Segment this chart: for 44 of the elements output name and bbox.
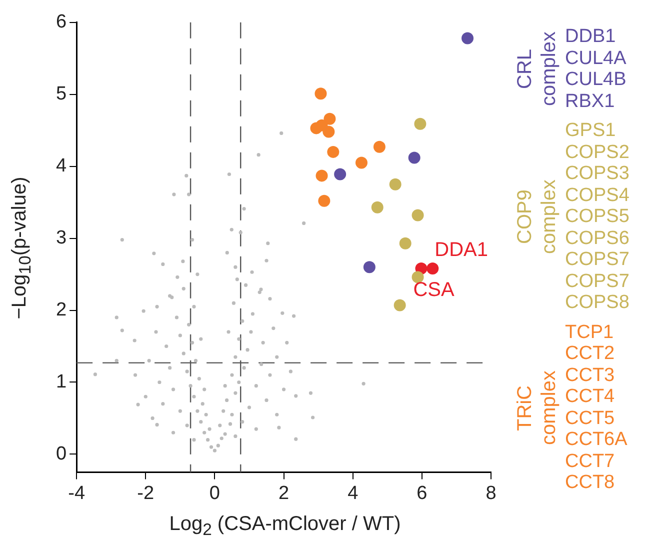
point: [412, 271, 424, 284]
point: [316, 170, 328, 182]
y-tick-label: 1: [56, 371, 67, 392]
x-tick-label: 2: [278, 482, 290, 504]
text: TCP1 CCT2 CCT3 CCT4 CCT5 CCT6A CCT7 CCT8: [565, 322, 628, 494]
point: [389, 178, 402, 190]
y-tick-label: 3: [56, 228, 67, 249]
point: [373, 140, 386, 153]
y-tick-label: 6: [56, 12, 67, 33]
point: [322, 126, 335, 138]
x-tick-label: 4: [348, 482, 359, 504]
text: GPS1 COPS2 COPS3 COPS4 COPS5 COPS6 COPS7 COPS7 COPS8: [565, 120, 630, 313]
point: [394, 299, 406, 312]
point: [408, 152, 420, 164]
x-tick-label: 8: [486, 482, 496, 504]
x-tick-label: -4: [68, 482, 86, 504]
point: [310, 122, 322, 134]
point: [324, 112, 336, 125]
point: [426, 262, 439, 275]
x-tick-label: 6: [416, 482, 428, 504]
point: [334, 168, 346, 180]
point: [399, 237, 412, 250]
text: CRL complex: [513, 30, 561, 108]
point: [363, 261, 376, 274]
point: [412, 209, 424, 222]
text: COP9 complex: [513, 178, 561, 256]
y-tick-label: 5: [56, 84, 67, 105]
x-tick-label: 0: [209, 482, 220, 504]
y-tick-label: 4: [56, 156, 67, 177]
point: [327, 146, 340, 158]
point: [462, 32, 474, 44]
x-axis-title: Log$_{2}$ (CSA-mClover / WT): [169, 513, 401, 540]
y-tick-label: 0: [56, 443, 67, 464]
annotation: CSA: [413, 279, 456, 302]
text: DDB1 CUL4A CUL4B RBX1: [565, 26, 626, 112]
y-tick-label: 2: [56, 300, 67, 321]
point: [314, 88, 327, 100]
point: [355, 156, 368, 169]
point: [371, 201, 384, 214]
x-tick-label: -2: [137, 482, 154, 504]
text: TRiC complex: [513, 369, 561, 447]
point: [414, 118, 426, 130]
annotation: DDA1: [434, 239, 488, 262]
point: [318, 194, 330, 207]
